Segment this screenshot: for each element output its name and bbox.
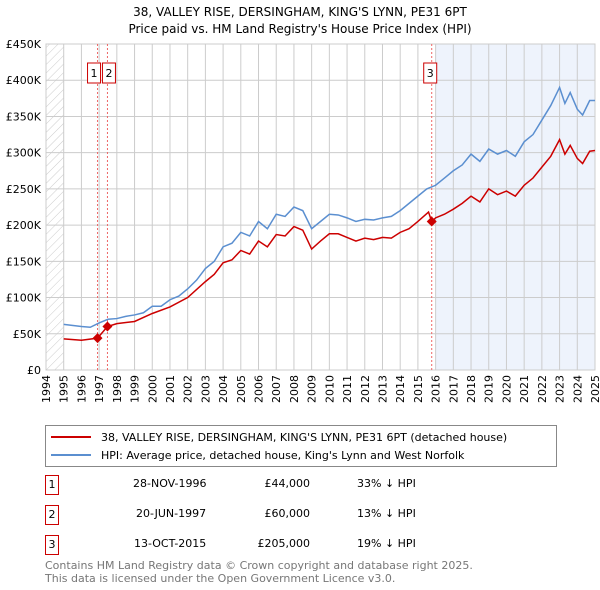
x-tick-label: 2011 (341, 375, 354, 403)
y-tick-label: £100K (6, 292, 42, 305)
sale-price: £60,000 (264, 507, 311, 520)
x-tick-label: 2004 (217, 375, 230, 403)
x-tick-label: 2009 (306, 375, 319, 403)
x-tick-label: 2025 (589, 375, 600, 403)
sale-hpi: 13% ↓ HPI (357, 507, 416, 520)
x-tick-label: 2001 (164, 375, 177, 403)
x-tick-label: 2015 (412, 375, 425, 403)
legend-swatch-blue (51, 454, 91, 456)
price-chart: 38, VALLEY RISE, DERSINGHAM, KING'S LYNN… (6, 5, 600, 403)
x-tick-label: 2005 (235, 375, 248, 403)
y-tick-label: £50K (13, 328, 42, 341)
chart-title: 38, VALLEY RISE, DERSINGHAM, KING'S LYNN… (133, 5, 467, 19)
sale-label: 3 (427, 67, 434, 80)
x-tick-label: 2006 (253, 375, 266, 403)
legend-item-property: 38, VALLEY RISE, DERSINGHAM, KING'S LYNN… (51, 430, 507, 444)
sale-row: 1 28-NOV-1996 £44,000 33% ↓ HPI (45, 475, 545, 495)
x-tick-label: 2018 (465, 375, 478, 403)
legend-label: 38, VALLEY RISE, DERSINGHAM, KING'S LYNN… (101, 430, 508, 444)
sale-row: 3 13-OCT-2015 £205,000 19% ↓ HPI (45, 535, 545, 555)
sale-date: 13-OCT-2015 (134, 537, 207, 550)
sale-price: £205,000 (257, 537, 311, 550)
sale-label-box (423, 62, 438, 84)
sale-point (92, 333, 103, 344)
x-tick-label: 1998 (111, 375, 124, 403)
sale-date: 28-NOV-1996 (133, 477, 207, 490)
sale-label-box (87, 62, 102, 84)
y-tick-label: £450K (6, 38, 42, 51)
forecast-shade (435, 44, 595, 370)
sale-hpi: 33% ↓ HPI (357, 477, 416, 490)
x-tick-label: 2013 (376, 375, 389, 403)
x-tick-label: 2022 (536, 375, 549, 403)
y-tick-label: £0 (27, 364, 41, 377)
sale-row: 2 20-JUN-1997 £60,000 13% ↓ HPI (45, 505, 545, 525)
x-tick-label: 2014 (394, 375, 407, 403)
sale-label: 1 (91, 67, 98, 80)
x-tick-label: 2016 (430, 375, 443, 403)
legend-item-hpi: HPI: Average price, detached house, King… (51, 448, 464, 462)
y-tick-label: £300K (6, 147, 42, 160)
x-tick-label: 2010 (323, 375, 336, 403)
x-tick-label: 2007 (270, 375, 283, 403)
sale-marker-box: 2 (45, 505, 59, 525)
sale-label-box (101, 62, 116, 84)
x-tick-label: 2021 (518, 375, 531, 403)
x-tick-label: 2000 (146, 375, 159, 403)
x-tick-label: 2002 (182, 375, 195, 403)
sale-marker-box: 1 (45, 475, 59, 495)
x-tick-label: 2024 (571, 375, 584, 403)
y-tick-label: £150K (6, 255, 42, 268)
series-line-property (63, 137, 596, 342)
y-tick-label: £200K (6, 219, 42, 232)
legend: 38, VALLEY RISE, DERSINGHAM, KING'S LYNN… (45, 425, 557, 467)
footer-line: Contains HM Land Registry data © Crown c… (45, 559, 473, 572)
sale-hpi: 19% ↓ HPI (357, 537, 416, 550)
x-tick-label: 1997 (93, 375, 106, 403)
x-tick-label: 1994 (40, 375, 53, 403)
x-tick-label: 2017 (447, 375, 460, 403)
x-tick-label: 2003 (199, 375, 212, 403)
y-tick-label: £350K (6, 110, 42, 123)
sale-marker-box: 3 (45, 535, 59, 555)
x-tick-label: 2019 (483, 375, 496, 403)
x-tick-label: 2012 (359, 375, 372, 403)
sale-price: £44,000 (264, 477, 311, 490)
y-tick-label: £400K (6, 74, 42, 87)
sale-label: 2 (105, 67, 112, 80)
sale-point (426, 216, 437, 227)
x-tick-label: 2020 (500, 375, 513, 403)
legend-label: HPI: Average price, detached house, King… (101, 448, 465, 462)
x-tick-label: 2008 (288, 375, 301, 403)
no-data-hatch (46, 44, 64, 370)
x-tick-label: 1999 (129, 375, 142, 403)
sale-point (102, 321, 113, 332)
series-line-hpi (63, 85, 595, 329)
y-tick-label: £250K (6, 183, 42, 196)
x-tick-label: 1996 (75, 375, 88, 403)
plot-border (45, 43, 596, 371)
footer-line: This data is licensed under the Open Gov… (45, 572, 396, 585)
chart-subtitle: Price paid vs. HM Land Registry's House … (128, 22, 471, 36)
footer: Contains HM Land Registry data © Crown c… (45, 559, 473, 585)
x-tick-label: 2023 (554, 375, 567, 403)
x-tick-label: 1995 (58, 375, 71, 403)
sale-date: 20-JUN-1997 (136, 507, 207, 520)
legend-swatch-red (51, 436, 91, 438)
